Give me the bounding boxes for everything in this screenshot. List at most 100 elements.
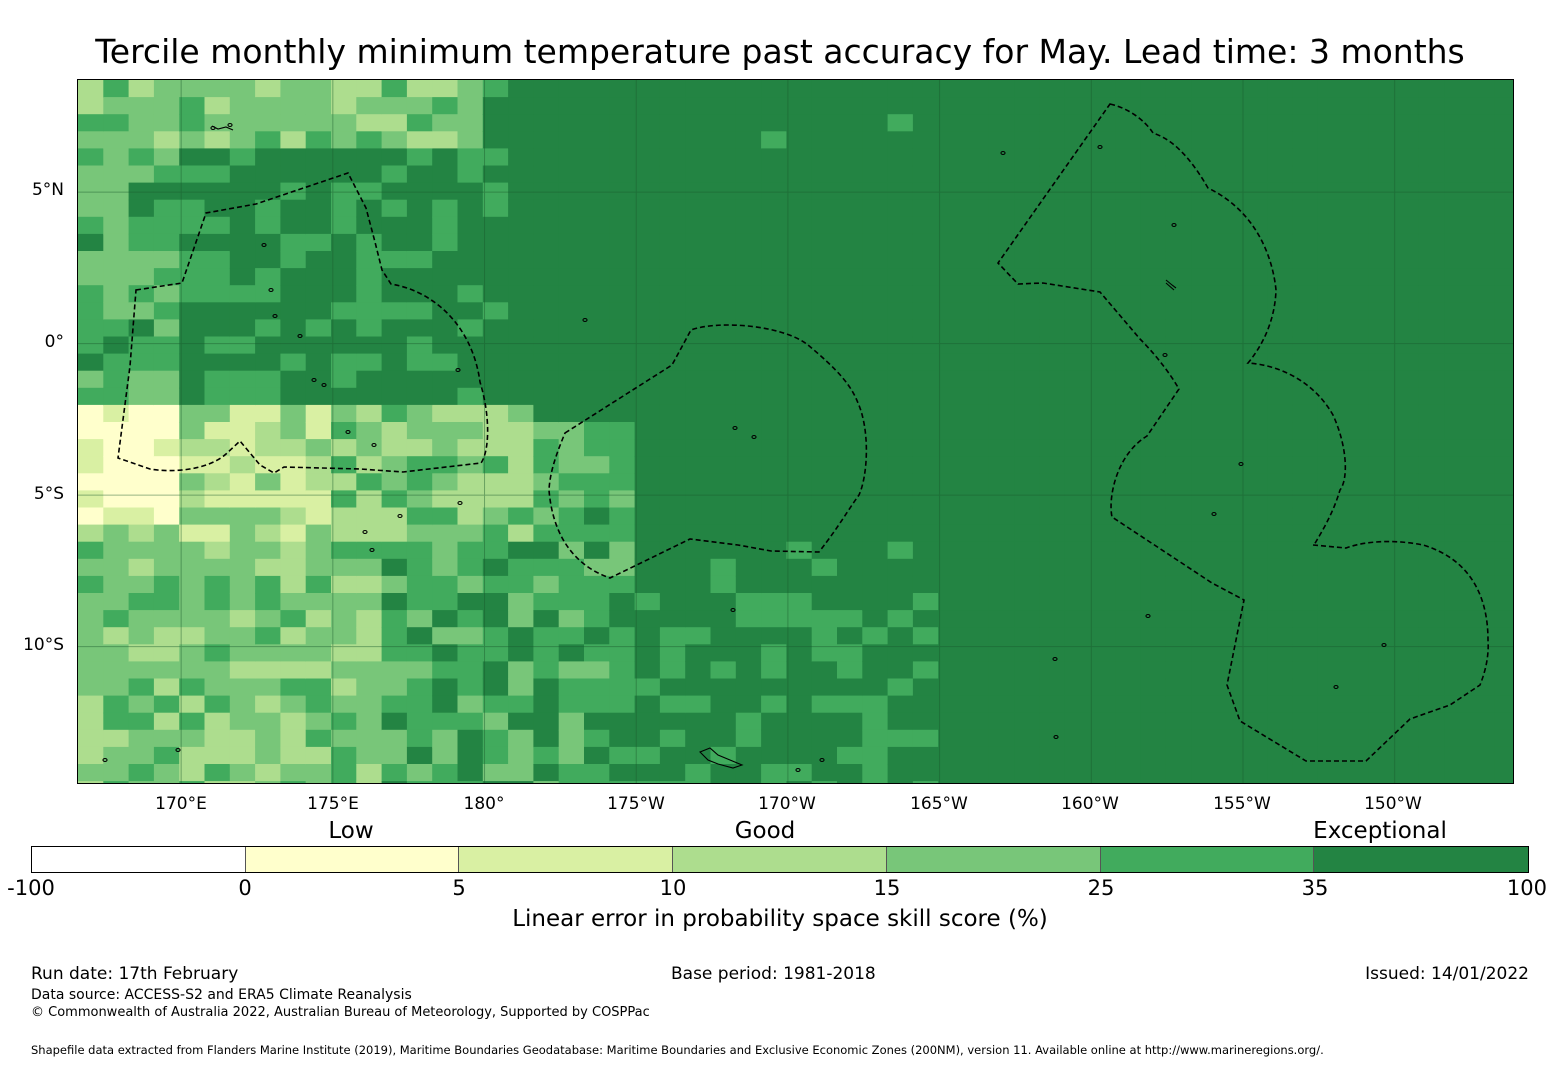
grid-cell [457,233,484,252]
grid-cell [103,695,130,714]
grid-cell [1140,610,1167,628]
grid-cell [1469,216,1496,235]
grid-cell [887,627,914,645]
grid-cell [558,422,585,440]
grid-cell [609,746,636,765]
grid-cell [179,678,206,697]
grid-cell [1444,729,1471,748]
grid-cell [533,387,560,406]
grid-cell [634,729,661,748]
grid-cell [735,336,762,355]
grid-cell [837,285,863,303]
grid-cell [735,97,762,115]
grid-cell [988,353,1015,372]
grid-cell [811,712,838,731]
grid-cell [381,199,408,218]
grid-cell [609,575,636,594]
grid-cell [786,268,813,286]
grid-cell [786,524,813,543]
grid-cell [938,473,965,491]
grid-cell [1165,507,1192,526]
grid-cell [179,302,206,320]
grid-cell [1494,473,1513,491]
grid-cell [1140,764,1167,782]
grid-cell [811,285,838,303]
grid-cell [508,610,534,628]
grid-cell [1014,251,1040,269]
grid-cell [229,97,256,115]
grid-cell [331,712,357,731]
grid-cell [988,336,1015,355]
grid-cell [1418,661,1445,680]
eez-boundaries [117,103,1489,762]
grid-cell [938,302,965,320]
grid-cell [1064,422,1091,440]
grid-cell [482,558,509,577]
grid-cell [837,319,863,338]
grid-cell [356,404,383,423]
grid-cell [533,97,560,115]
grid-cell [1368,387,1395,406]
grid-cell [1216,233,1243,252]
grid-cell [204,695,231,714]
grid-cell [761,80,787,98]
island-outline [1052,656,1058,662]
grid-cell [1267,302,1293,320]
grid-cell [356,319,383,338]
grid-cell [1393,490,1420,509]
grid-cell [533,456,560,474]
grid-cell [331,456,357,474]
grid-cell [406,199,433,218]
grid-cell [229,456,256,474]
grid-cell [78,610,104,628]
grid-cell [735,387,762,406]
grid-cell [1191,764,1218,782]
grid-cell [1494,575,1513,594]
grid-cell [558,182,585,201]
grid-cell [356,507,383,526]
grid-cell [1165,148,1192,167]
grid-cell [634,422,661,440]
grid-cell [609,148,636,167]
grid-cell [1191,131,1218,149]
grid-cell [912,387,939,406]
grid-cell [78,661,104,680]
grid-cell [1444,746,1471,765]
grid-cell [1014,490,1040,509]
grid-cell [1393,439,1420,457]
grid-cell [406,729,433,748]
grid-cell [482,114,509,132]
grid-cell [1469,473,1496,491]
grid-cell [128,678,155,697]
grid-cell [634,165,661,184]
grid-cell [685,524,712,543]
grid-cell [634,370,661,389]
grid-cell [558,712,585,731]
grid-cell [786,781,813,783]
grid-cell [862,182,889,201]
grid-cell [508,627,534,645]
grid-cell [988,644,1015,662]
grid-cell [153,216,180,235]
grid-cell [634,746,661,765]
grid-cell [1494,80,1513,98]
grid-cell [1343,97,1369,115]
skill-score-map[interactable] [77,79,1514,784]
grid-cell [761,404,787,423]
grid-cell [229,199,256,218]
grid-cell [963,695,990,714]
grid-cell [558,336,585,355]
grid-cell [862,678,889,697]
grid-cell [305,473,332,491]
grid-cell [381,764,408,782]
grid-cell [103,370,130,389]
grid-cell [837,233,863,252]
grid-cell [1191,422,1218,440]
grid-cell [305,507,332,526]
grid-cell [305,97,332,115]
grid-cell [1469,524,1496,543]
grid-cell [963,729,990,748]
grid-cell [1418,80,1445,98]
grid-cell [331,764,357,782]
grid-cell [811,370,838,389]
